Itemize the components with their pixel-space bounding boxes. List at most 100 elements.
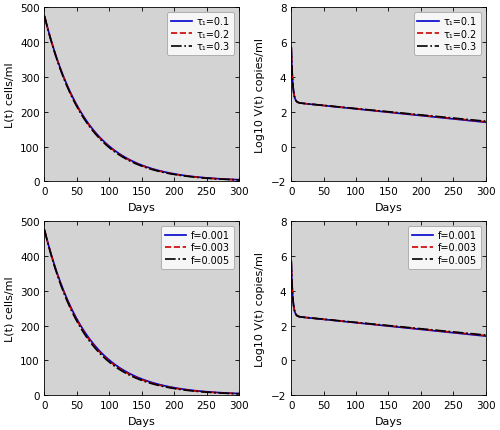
Line: τ₁=0.3: τ₁=0.3	[291, 48, 486, 122]
f=0.003	[310, 316, 316, 321]
f=0.001	[458, 331, 464, 336]
f=0.003	[363, 321, 369, 326]
τ₁=0.3	[363, 108, 369, 113]
f=0.001	[482, 334, 488, 339]
τ₁=0.2	[479, 120, 485, 125]
f=0.003	[372, 322, 378, 327]
τ₁=0.2	[310, 103, 316, 108]
f=0.005	[42, 228, 48, 233]
τ₁=0.2	[75, 107, 81, 112]
Line: τ₁=0.2: τ₁=0.2	[44, 17, 239, 181]
τ₁=0.1	[372, 109, 378, 114]
τ₁=0.2	[64, 83, 70, 88]
f=0.001	[116, 365, 122, 370]
f=0.003	[322, 317, 328, 322]
Legend: τ₁=0.1, τ₁=0.2, τ₁=0.3: τ₁=0.1, τ₁=0.2, τ₁=0.3	[167, 13, 234, 56]
τ₁=0.3	[482, 120, 488, 125]
f=0.001	[479, 333, 485, 338]
X-axis label: Days: Days	[374, 202, 402, 212]
Line: f=0.001: f=0.001	[44, 230, 239, 393]
τ₁=0.1	[232, 178, 238, 183]
Legend: f=0.001, f=0.003, f=0.005: f=0.001, f=0.003, f=0.005	[161, 227, 234, 269]
τ₁=0.2	[124, 157, 130, 163]
τ₁=0.2	[288, 46, 294, 51]
f=0.003	[482, 333, 488, 338]
f=0.001	[64, 296, 70, 301]
f=0.001	[124, 370, 130, 375]
τ₁=0.1	[322, 104, 328, 109]
Line: f=0.001: f=0.001	[291, 262, 486, 336]
τ₁=0.2	[322, 104, 328, 109]
f=0.005	[372, 322, 378, 327]
τ₁=0.1	[363, 108, 369, 113]
Legend: τ₁=0.1, τ₁=0.2, τ₁=0.3: τ₁=0.1, τ₁=0.2, τ₁=0.3	[414, 13, 481, 56]
Line: τ₁=0.1: τ₁=0.1	[44, 17, 239, 180]
f=0.005	[64, 298, 70, 303]
τ₁=0.1	[116, 152, 122, 157]
τ₁=0.3	[42, 15, 48, 20]
τ₁=0.3	[211, 177, 217, 182]
τ₁=0.3	[322, 104, 328, 109]
τ₁=0.3	[124, 158, 130, 163]
f=0.005	[363, 321, 369, 326]
τ₁=0.2	[211, 177, 217, 182]
f=0.005	[310, 316, 316, 321]
τ₁=0.3	[64, 84, 70, 89]
f=0.005	[482, 333, 488, 338]
τ₁=0.1	[211, 176, 217, 181]
Y-axis label: L(t) cells/ml: L(t) cells/ml	[4, 276, 15, 341]
f=0.003	[232, 391, 238, 396]
τ₁=0.1	[310, 103, 316, 108]
f=0.003	[124, 371, 130, 376]
f=0.003	[288, 259, 294, 264]
f=0.003	[42, 228, 48, 233]
f=0.003	[75, 320, 81, 326]
f=0.005	[232, 391, 238, 396]
τ₁=0.3	[310, 102, 316, 108]
τ₁=0.2	[232, 178, 238, 183]
τ₁=0.2	[116, 152, 122, 157]
τ₁=0.3	[232, 178, 238, 183]
f=0.001	[372, 322, 378, 327]
Line: τ₁=0.1: τ₁=0.1	[291, 48, 486, 123]
Line: f=0.003: f=0.003	[44, 230, 239, 394]
τ₁=0.2	[236, 178, 242, 183]
τ₁=0.3	[288, 46, 294, 51]
Y-axis label: L(t) cells/ml: L(t) cells/ml	[4, 62, 15, 128]
f=0.005	[236, 391, 242, 396]
f=0.001	[75, 319, 81, 324]
τ₁=0.2	[458, 117, 464, 123]
τ₁=0.2	[372, 109, 378, 114]
f=0.001	[363, 321, 369, 326]
τ₁=0.1	[482, 120, 488, 126]
τ₁=0.3	[75, 107, 81, 112]
f=0.005	[116, 367, 122, 372]
τ₁=0.3	[116, 153, 122, 158]
f=0.005	[458, 330, 464, 335]
τ₁=0.3	[458, 117, 464, 122]
f=0.003	[479, 333, 485, 338]
f=0.005	[75, 321, 81, 326]
τ₁=0.1	[458, 118, 464, 123]
τ₁=0.1	[75, 106, 81, 111]
τ₁=0.3	[236, 178, 242, 183]
Line: τ₁=0.2: τ₁=0.2	[291, 48, 486, 123]
f=0.005	[211, 390, 217, 395]
Line: f=0.005: f=0.005	[44, 230, 239, 394]
f=0.001	[310, 316, 316, 321]
τ₁=0.1	[479, 120, 485, 125]
f=0.001	[288, 259, 294, 264]
f=0.001	[42, 228, 48, 233]
f=0.001	[211, 390, 217, 395]
Line: f=0.003: f=0.003	[291, 262, 486, 336]
τ₁=0.1	[124, 157, 130, 162]
Line: f=0.005: f=0.005	[291, 262, 486, 335]
f=0.005	[479, 332, 485, 338]
f=0.001	[236, 391, 242, 396]
f=0.003	[211, 390, 217, 395]
τ₁=0.1	[236, 178, 242, 183]
f=0.005	[124, 372, 130, 377]
X-axis label: Days: Days	[128, 415, 156, 426]
Y-axis label: Log10 V(t) copies/ml: Log10 V(t) copies/ml	[256, 251, 266, 366]
f=0.003	[64, 297, 70, 302]
